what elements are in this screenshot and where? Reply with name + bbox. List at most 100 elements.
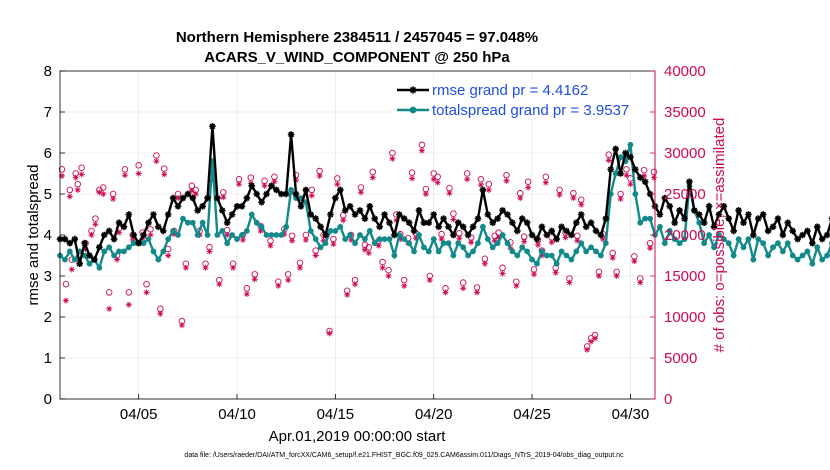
obs-possible-marker (78, 164, 85, 172)
totalspread-point (66, 248, 73, 255)
tick-label-right: 35000 (664, 104, 706, 121)
obs-assimilated-marker (100, 191, 107, 197)
totalspread-point (745, 236, 752, 243)
rmse-point (543, 231, 551, 239)
totalspread-point (701, 240, 708, 247)
obs-assimilated-marker (369, 174, 376, 181)
rmse-point (76, 260, 83, 267)
obs-assimilated-marker (62, 297, 69, 304)
totalspread-point (170, 228, 176, 234)
obs-assimilated-marker (357, 189, 364, 196)
obs-assimilated-marker (267, 242, 274, 249)
obs-assimilated-marker (503, 177, 510, 184)
obs-assimilated-marker (78, 171, 85, 178)
rmse-point (145, 219, 152, 226)
legend-totalspread-label: totalspread grand pr = 3.9537 (432, 102, 629, 119)
rmse-point (455, 219, 462, 226)
obs-assimilated-marker (110, 195, 117, 202)
legend-rmse-marker (409, 86, 417, 94)
rmse-point (813, 223, 821, 231)
totalspread-point (504, 240, 511, 247)
obs-assimilated-marker (147, 232, 154, 238)
totalspread-point (386, 236, 393, 243)
obs-assimilated-marker (627, 181, 634, 188)
rmse-point (509, 219, 516, 226)
obs-assimilated-marker (647, 245, 654, 252)
obs-assimilated-marker (251, 276, 258, 283)
obs-assimilated-marker (442, 289, 449, 296)
totalspread-point (681, 236, 688, 243)
right-axis-ticks: 0 5000 10000 15000 20000 25000 30000 35000 40000 (650, 63, 706, 408)
rmse-point (140, 231, 147, 239)
legend-rmse-label: rmse grand pr = 4.4162 (432, 82, 588, 99)
rmse-point (705, 203, 713, 210)
rmse-point (292, 190, 300, 198)
tick-label-x: 04/10 (218, 406, 256, 423)
totalspread-point (312, 236, 319, 243)
rmse-point (636, 174, 644, 181)
rmse-point (282, 190, 290, 198)
rmse-point (464, 231, 472, 239)
obs-assimilated-marker (637, 279, 644, 286)
rmse-point (809, 239, 816, 247)
totalspread-point (612, 170, 619, 177)
obs-assimilated-marker (617, 195, 624, 202)
obs-assimilated-marker (129, 236, 136, 243)
totalspread-point (583, 248, 590, 255)
obs-assimilated-marker (316, 172, 323, 179)
totalspread-point (189, 219, 196, 226)
obs-assimilated-marker (393, 217, 400, 224)
rmse-point (391, 231, 398, 239)
rmse-point (381, 211, 388, 218)
obs-assimilated-marker (178, 322, 185, 329)
obs-assimilated-marker (531, 271, 538, 278)
rmse-point (494, 215, 501, 222)
totalspread-point (288, 187, 295, 193)
obs-assimilated-marker (446, 190, 453, 197)
rmse-point (233, 203, 241, 210)
totalspread-point (593, 248, 599, 255)
totalspread-point (479, 223, 486, 230)
rmse-point (376, 223, 383, 231)
totalspread-point (71, 256, 78, 263)
rmse-point (61, 235, 69, 243)
totalspread-point (96, 264, 103, 271)
rmse-point (214, 194, 221, 202)
totalspread-point (361, 236, 368, 243)
totalspread-point (470, 248, 476, 255)
obs-assimilated-marker (413, 235, 420, 242)
rmse-point (607, 166, 615, 173)
obs-assimilated-marker (257, 227, 264, 234)
totalspread-point (258, 223, 265, 230)
obs-assimilated-marker (243, 291, 250, 298)
rmse-point (341, 207, 349, 214)
rmse-point (386, 219, 393, 226)
rmse-point (632, 166, 639, 173)
totalspread-point (307, 228, 314, 234)
rmse-point (484, 211, 492, 218)
totalspread-point (184, 219, 191, 226)
rmse-point (681, 215, 688, 222)
rmse-point (164, 211, 172, 218)
totalspread-point (799, 252, 806, 259)
obs-assimilated-marker (281, 231, 288, 238)
totalspread-point (214, 232, 221, 238)
totalspread-point (234, 236, 240, 243)
totalspread-point (789, 252, 796, 259)
obs-assimilated-marker (473, 289, 480, 296)
obs-assimilated-marker (438, 236, 445, 243)
totalspread-point (278, 232, 285, 238)
obs-assimilated-marker (538, 252, 545, 259)
rmse-point (459, 223, 467, 231)
totalspread-point (125, 244, 132, 251)
obs-assimilated-marker (521, 238, 528, 245)
totalspread-point (371, 240, 378, 247)
totalspread-point (180, 215, 186, 222)
tick-label-right: 0 (664, 391, 672, 408)
totalspread-point (725, 240, 732, 247)
totalspread-point (465, 252, 472, 259)
rmse-point (150, 211, 157, 218)
obs-assimilated-marker (365, 250, 372, 257)
totalspread-point (239, 232, 245, 238)
totalspread-point (391, 252, 398, 259)
